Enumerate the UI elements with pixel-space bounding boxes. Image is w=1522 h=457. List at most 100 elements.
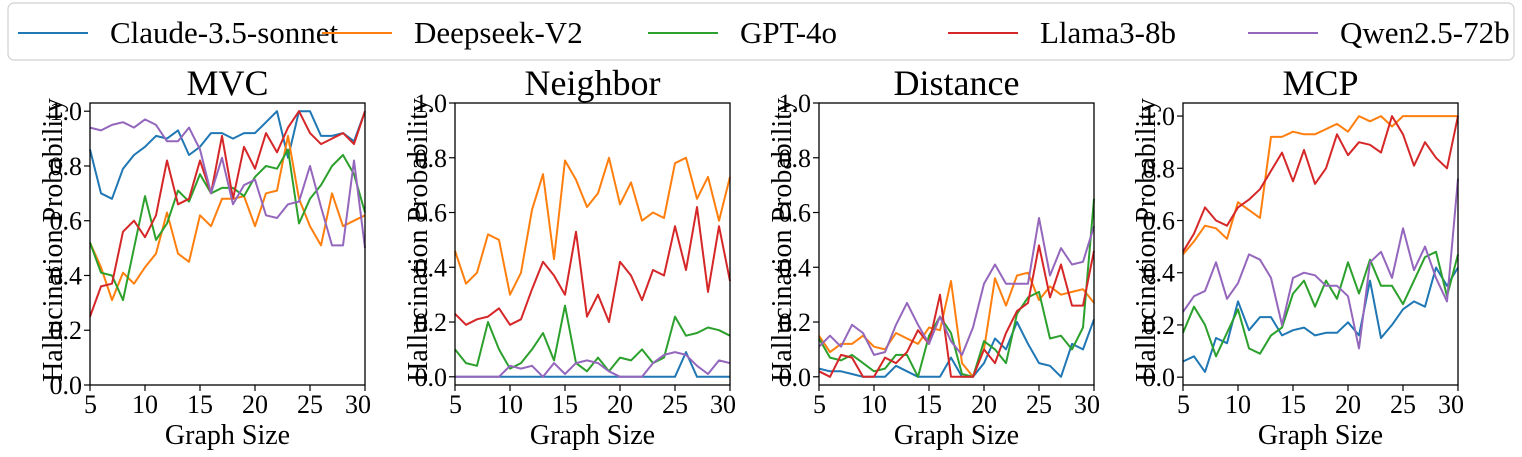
- legend-label-4: Qwen2.5-72b: [1340, 15, 1510, 50]
- series-line-claude-3-5-sonnet: [89, 110, 366, 200]
- y-tick-label: 1.0: [1143, 102, 1176, 131]
- y-tick-label: 0.8: [415, 144, 448, 173]
- legend-entry-0: Claude-3.5-sonnet: [18, 15, 339, 50]
- y-tick-label: 0.4: [415, 253, 448, 282]
- y-tick-label: 0.6: [779, 199, 812, 228]
- x-tick-label: 15: [916, 390, 942, 419]
- y-tick-label: 0.0: [50, 371, 83, 400]
- series-line-qwen2-5-72b: [89, 118, 366, 249]
- x-tick-label: 30: [345, 390, 371, 419]
- y-tick-label: 0.4: [1143, 259, 1176, 288]
- x-tick-label: 10: [132, 390, 158, 419]
- x-tick-label: 15: [187, 390, 213, 419]
- legend-entry-4: Qwen2.5-72b: [1248, 15, 1510, 50]
- x-tick-label: 25: [662, 390, 688, 419]
- axes-frame: [89, 102, 366, 386]
- x-tick-label: 25: [1390, 390, 1416, 419]
- series-line-gpt-4o: [89, 148, 366, 302]
- y-tick-label: 0.8: [50, 152, 83, 181]
- legend-entry-2: GPT-4o: [648, 15, 837, 50]
- x-tick-label: 15: [552, 390, 578, 419]
- panels: 5 10 15 20 25 30 0.0 0.2 0.4 0.6 0.8 1.0 MVC Graph Si…: [38, 63, 1464, 451]
- series-line-gpt-4o: [1182, 250, 1459, 358]
- legend-label-3: Llama3-8b: [1040, 15, 1176, 50]
- y-tick-label: 1.0: [779, 89, 812, 118]
- y-tick-label: 0.6: [50, 207, 83, 236]
- series-line-claude-3-5-sonnet: [1182, 266, 1459, 373]
- legend-label-2: GPT-4o: [740, 15, 837, 50]
- axes-frame: [1182, 102, 1459, 386]
- x-tick-label: 25: [297, 390, 323, 419]
- y-tick-label: 1.0: [50, 97, 83, 126]
- y-axis-label: Hallucination Probability: [38, 98, 69, 382]
- y-axis-label: Hallucination Probability: [1131, 98, 1162, 382]
- x-axis-label: Graph Size: [530, 420, 655, 451]
- panel-title: MVC: [186, 63, 268, 103]
- x-tick-label: 30: [1074, 390, 1100, 419]
- x-tick-label: 5: [449, 390, 462, 419]
- legend: Claude-3.5-sonnet Deepseek-V2 GPT-4o Llama3…: [7, 2, 1515, 61]
- series-line-deepseek-v2: [454, 156, 731, 296]
- x-tick-label: 30: [1438, 390, 1464, 419]
- axes-frame: [818, 102, 1095, 386]
- y-axis-label: Hallucination Probability: [767, 98, 798, 382]
- y-tick-label: 0.8: [779, 144, 812, 173]
- series-line-llama3-8b: [454, 206, 731, 326]
- y-tick-label: 0.2: [415, 308, 448, 337]
- series-line-llama3-8b: [1182, 115, 1459, 253]
- x-tick-label: 30: [710, 390, 736, 419]
- panel-title: Distance: [894, 63, 1020, 103]
- legend-entry-3: Llama3-8b: [948, 15, 1176, 50]
- x-tick-label: 25: [1026, 390, 1052, 419]
- series-line-deepseek-v2: [89, 134, 366, 302]
- y-tick-label: 0.0: [1143, 363, 1176, 392]
- x-axis-label: Graph Size: [1258, 420, 1383, 451]
- x-tick-label: 20: [607, 390, 633, 419]
- y-tick-label: 0.6: [415, 199, 448, 228]
- series-line-gpt-4o: [818, 198, 1095, 378]
- series-line-deepseek-v2: [1182, 115, 1458, 256]
- series-line-qwen2-5-72b: [1182, 178, 1459, 350]
- x-tick-label: 10: [861, 390, 887, 419]
- panel-neighbor: 5 10 15 20 25 30 0.0 0.2 0.4 0.6 0.8 1.0 Neighbor Gra…: [403, 63, 736, 451]
- x-tick-label: 20: [1335, 390, 1361, 419]
- series-line-llama3-8b: [818, 244, 1095, 378]
- y-tick-label: 0.8: [1143, 154, 1176, 183]
- series-line-claude-3-5-sonnet: [455, 351, 730, 378]
- y-tick-label: 0.2: [1143, 311, 1176, 340]
- y-tick-label: 0.4: [50, 261, 83, 290]
- series-line-llama3-8b: [89, 110, 366, 317]
- series-line-qwen2-5-72b: [455, 351, 731, 378]
- x-tick-label: 5: [84, 390, 97, 419]
- y-tick-label: 0.2: [50, 316, 83, 345]
- panel-title: MCP: [1282, 63, 1358, 103]
- x-axis-label: Graph Size: [894, 420, 1019, 451]
- panel-mvc: 5 10 15 20 25 30 0.0 0.2 0.4 0.6 0.8 1.0 MVC Graph Si…: [38, 63, 371, 451]
- x-tick-label: 15: [1280, 390, 1306, 419]
- x-tick-label: 20: [242, 390, 268, 419]
- x-axis-label: Graph Size: [165, 420, 290, 451]
- x-tick-label: 10: [497, 390, 523, 419]
- y-tick-label: 0.6: [1143, 207, 1176, 236]
- legend-entry-1: Deepseek-V2: [322, 15, 583, 50]
- x-tick-label: 5: [813, 390, 826, 419]
- legend-label-0: Claude-3.5-sonnet: [110, 15, 339, 50]
- y-tick-label: 0.0: [779, 363, 812, 392]
- panel-distance: 5 10 15 20 25 30 0.0 0.2 0.4 0.6 0.8 1.0 Distance Gra…: [767, 63, 1100, 451]
- x-tick-label: 10: [1225, 390, 1251, 419]
- axes-frame: [454, 102, 731, 386]
- series-line-qwen2-5-72b: [818, 217, 1095, 356]
- legend-frame: [7, 2, 1515, 61]
- y-tick-label: 0.4: [779, 253, 812, 282]
- y-axis-label: Hallucination Probability: [403, 98, 434, 382]
- x-tick-label: 20: [971, 390, 997, 419]
- x-tick-label: 5: [1177, 390, 1190, 419]
- y-tick-label: 0.2: [779, 308, 812, 337]
- panel-title: Neighbor: [525, 63, 661, 103]
- series-line-gpt-4o: [454, 304, 731, 373]
- legend-label-1: Deepseek-V2: [414, 15, 583, 50]
- y-tick-label: 0.0: [415, 363, 448, 392]
- y-tick-label: 1.0: [415, 89, 448, 118]
- panel-mcp: 5 10 15 20 25 30 0.0 0.2 0.4 0.6 0.8 1.0 MCP Graph Si…: [1131, 63, 1464, 451]
